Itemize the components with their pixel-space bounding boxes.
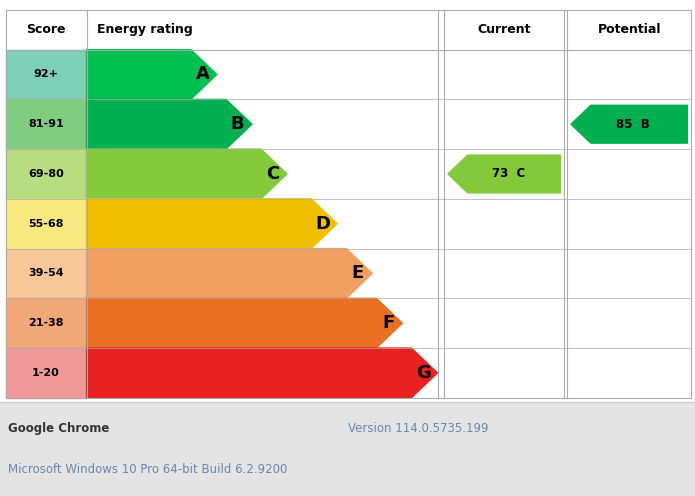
Polygon shape <box>571 105 687 143</box>
Bar <box>6 149 87 199</box>
Polygon shape <box>87 248 373 298</box>
Polygon shape <box>87 348 438 398</box>
Text: 69-80: 69-80 <box>28 169 64 179</box>
Text: Score: Score <box>26 23 66 36</box>
Text: Potential: Potential <box>598 23 661 36</box>
Text: C: C <box>266 165 279 183</box>
Text: 39-54: 39-54 <box>28 268 64 278</box>
Bar <box>6 348 87 398</box>
Bar <box>6 50 87 99</box>
Text: Current: Current <box>477 23 531 36</box>
Text: F: F <box>382 314 394 332</box>
Polygon shape <box>448 155 560 193</box>
Bar <box>6 248 87 298</box>
Text: B: B <box>231 115 245 133</box>
Text: G: G <box>416 364 431 382</box>
Polygon shape <box>87 199 337 248</box>
Bar <box>6 199 87 248</box>
Text: 55-68: 55-68 <box>28 219 64 229</box>
Polygon shape <box>87 50 217 99</box>
Polygon shape <box>87 298 402 348</box>
Text: 81-91: 81-91 <box>28 119 64 129</box>
Bar <box>6 99 87 149</box>
Text: Microsoft Windows 10 Pro 64-bit Build 6.2.9200: Microsoft Windows 10 Pro 64-bit Build 6.… <box>8 463 288 476</box>
Text: D: D <box>316 215 330 233</box>
Text: 92+: 92+ <box>33 69 58 79</box>
Text: Version 114.0.5735.199: Version 114.0.5735.199 <box>348 422 488 434</box>
Text: 1-20: 1-20 <box>32 368 60 378</box>
Text: 85  B: 85 B <box>616 118 650 131</box>
Text: E: E <box>352 264 364 282</box>
Polygon shape <box>87 149 287 199</box>
Text: 21-38: 21-38 <box>28 318 64 328</box>
Text: Google Chrome: Google Chrome <box>8 422 110 434</box>
Bar <box>0 402 695 496</box>
Polygon shape <box>87 99 252 149</box>
Text: Energy rating: Energy rating <box>97 23 193 36</box>
Text: A: A <box>195 65 209 83</box>
Text: 73  C: 73 C <box>491 168 525 181</box>
Bar <box>6 298 87 348</box>
Bar <box>6 10 691 398</box>
